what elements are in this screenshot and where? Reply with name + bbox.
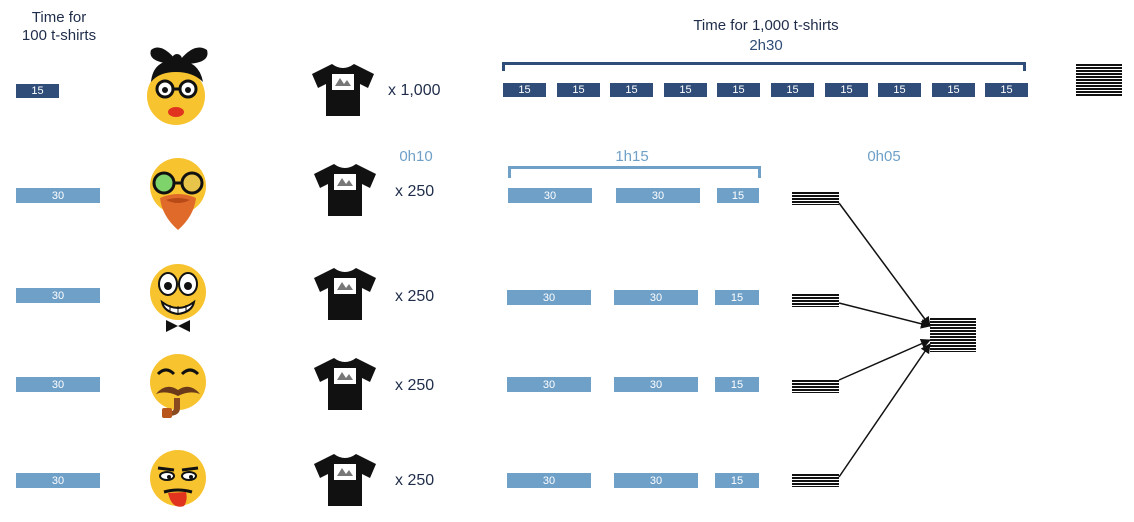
tongue-out-emoji <box>146 448 210 518</box>
merge-arrow <box>838 343 931 478</box>
segment-15: 15 <box>715 290 759 305</box>
quantity-team: x 250 <box>395 288 435 305</box>
segment-15: 15 <box>664 83 707 97</box>
time-100-team-bar: 30 <box>16 188 100 203</box>
merge-arrow <box>838 339 931 381</box>
segment-15: 15 <box>717 83 760 97</box>
parallel-total-label: 1h15 <box>615 148 649 165</box>
time-100-header-line1: Time for <box>31 9 87 26</box>
tshirt-icon <box>310 62 376 118</box>
segment-15: 15 <box>557 83 600 97</box>
segment-15: 15 <box>715 473 759 488</box>
segment-15: 15 <box>771 83 814 97</box>
merge-arrow <box>838 202 931 327</box>
stacked-shirts-icon <box>792 294 839 307</box>
tshirt-icon <box>312 356 378 412</box>
woman-glasses-bow-emoji <box>143 42 213 126</box>
merge-time-label: 0h05 <box>867 148 901 165</box>
stacked-shirts-icon <box>1076 64 1122 97</box>
quantity-team: x 250 <box>395 472 435 489</box>
time-1000-header: Time for 1,000 t-shirts <box>693 17 839 34</box>
parallel-bracket <box>508 166 761 178</box>
sequential-bracket <box>502 62 1026 71</box>
segment-30: 30 <box>614 290 698 305</box>
sequential-segments: 15 15 15 15 15 15 15 15 15 15 <box>503 83 1028 97</box>
segment-15: 15 <box>715 377 759 392</box>
segment-30: 30 <box>507 473 591 488</box>
stacked-shirts-icon <box>792 380 839 393</box>
time-100-header-line2: 100 t-shirts <box>21 27 97 44</box>
stacked-shirts-icon <box>792 192 839 205</box>
mustache-pipe-emoji <box>146 352 210 422</box>
time-100-team-bar: 30 <box>16 377 100 392</box>
time-100-single-bar: 15 <box>16 84 59 98</box>
segment-15: 15 <box>878 83 921 97</box>
tshirt-icon <box>312 266 378 322</box>
segment-15: 15 <box>610 83 653 97</box>
segment-30: 30 <box>614 473 698 488</box>
bearded-hipster-emoji <box>146 156 210 232</box>
segment-30: 30 <box>507 377 591 392</box>
bowtie-grin-emoji <box>146 262 210 332</box>
quantity-team: x 250 <box>395 183 435 200</box>
segment-30: 30 <box>508 188 592 203</box>
time-100-team-bar: 30 <box>16 288 100 303</box>
merged-stack-icon <box>930 318 976 352</box>
tshirt-icon <box>312 162 378 218</box>
tshirt-icon <box>312 452 378 508</box>
segment-15: 15 <box>503 83 546 97</box>
time-100-team-bar: 30 <box>16 473 100 488</box>
quantity-team: x 250 <box>395 377 435 394</box>
stacked-shirts-icon <box>792 474 839 487</box>
time-100-header: Time for 100 t-shirts <box>0 9 118 45</box>
sequential-total-label: 2h30 <box>749 37 783 54</box>
merge-arrow <box>838 302 931 329</box>
setup-time-label: 0h10 <box>399 148 433 165</box>
segment-30: 30 <box>614 377 698 392</box>
segment-15: 15 <box>985 83 1028 97</box>
quantity-single: x 1,000 <box>388 82 441 99</box>
segment-15: 15 <box>717 188 759 203</box>
segment-30: 30 <box>616 188 700 203</box>
segment-15: 15 <box>825 83 868 97</box>
segment-15: 15 <box>932 83 975 97</box>
segment-30: 30 <box>507 290 591 305</box>
